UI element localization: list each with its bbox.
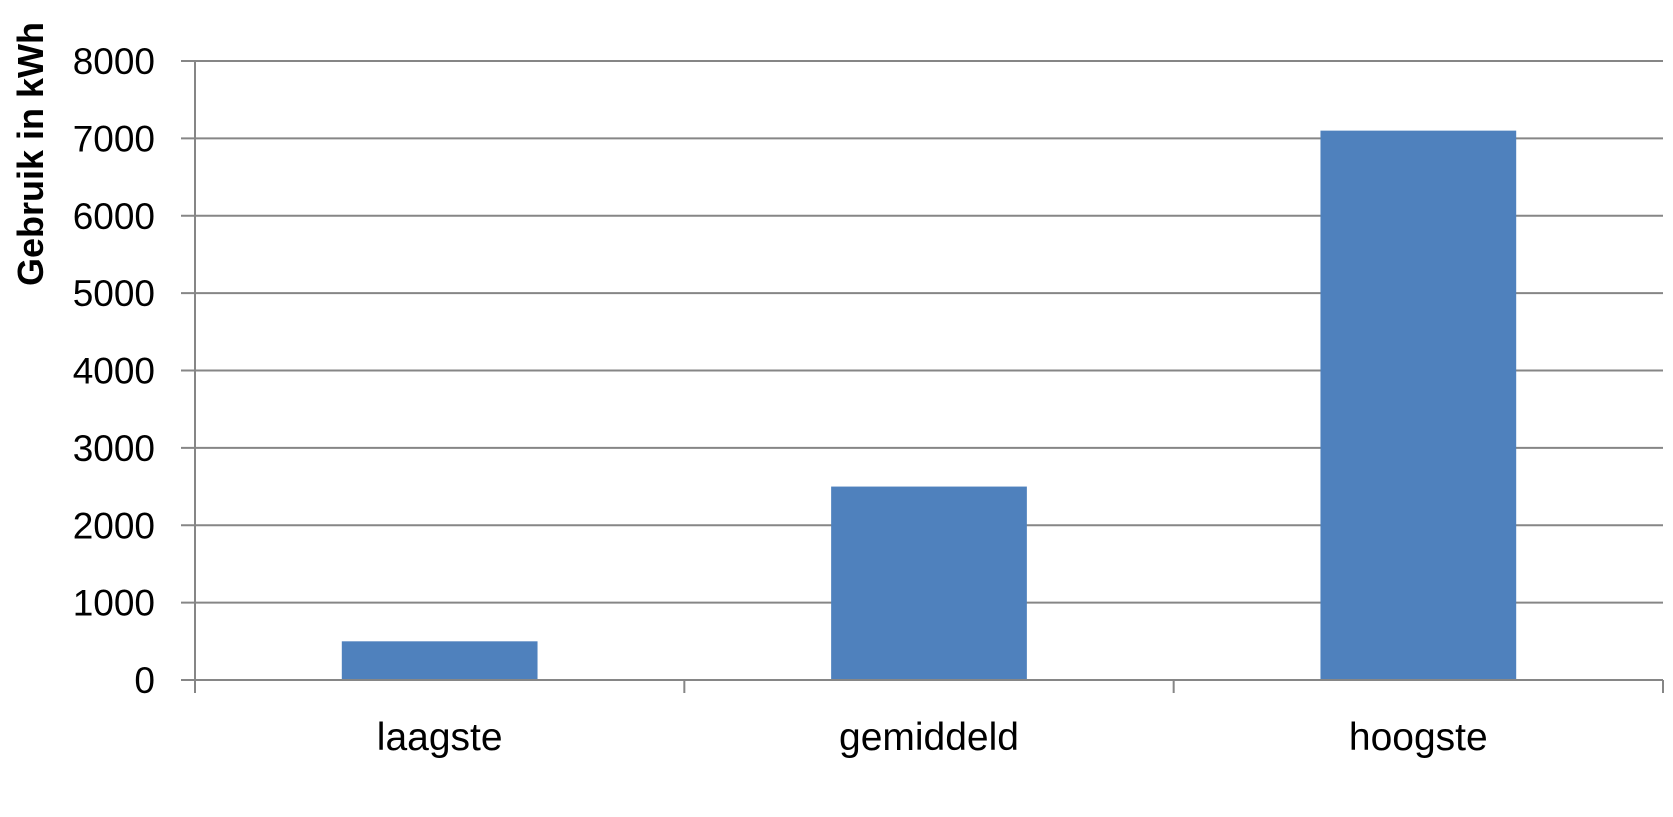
y-tick-label: 6000 (73, 196, 155, 237)
y-tick-label: 0 (134, 660, 155, 701)
bar-hoogste (1320, 130, 1517, 680)
bar-gemiddeld (831, 486, 1027, 680)
y-tick-label: 7000 (73, 118, 155, 159)
y-axis-title: Gebruik in kWh (10, 22, 51, 286)
y-tick-label: 1000 (73, 583, 155, 624)
y-tick-label: 4000 (73, 351, 155, 392)
y-tick-label: 5000 (73, 273, 155, 314)
x-tick-label: hoogste (1349, 716, 1488, 759)
bars (341, 130, 1517, 680)
y-tick-label: 2000 (73, 505, 155, 546)
y-tick-label: 8000 (73, 41, 155, 82)
bar-laagste (341, 641, 538, 680)
x-axis (194, 61, 1664, 693)
x-tick-label: gemiddeld (839, 716, 1019, 759)
y-tick-label: 3000 (73, 428, 155, 469)
x-tick-label: laagste (377, 716, 503, 759)
x-tick-labels: laagste gemiddeld hoogste (377, 716, 1488, 759)
y-tick-labels: 0 1000 2000 3000 4000 5000 6000 7000 8000 (73, 41, 155, 701)
